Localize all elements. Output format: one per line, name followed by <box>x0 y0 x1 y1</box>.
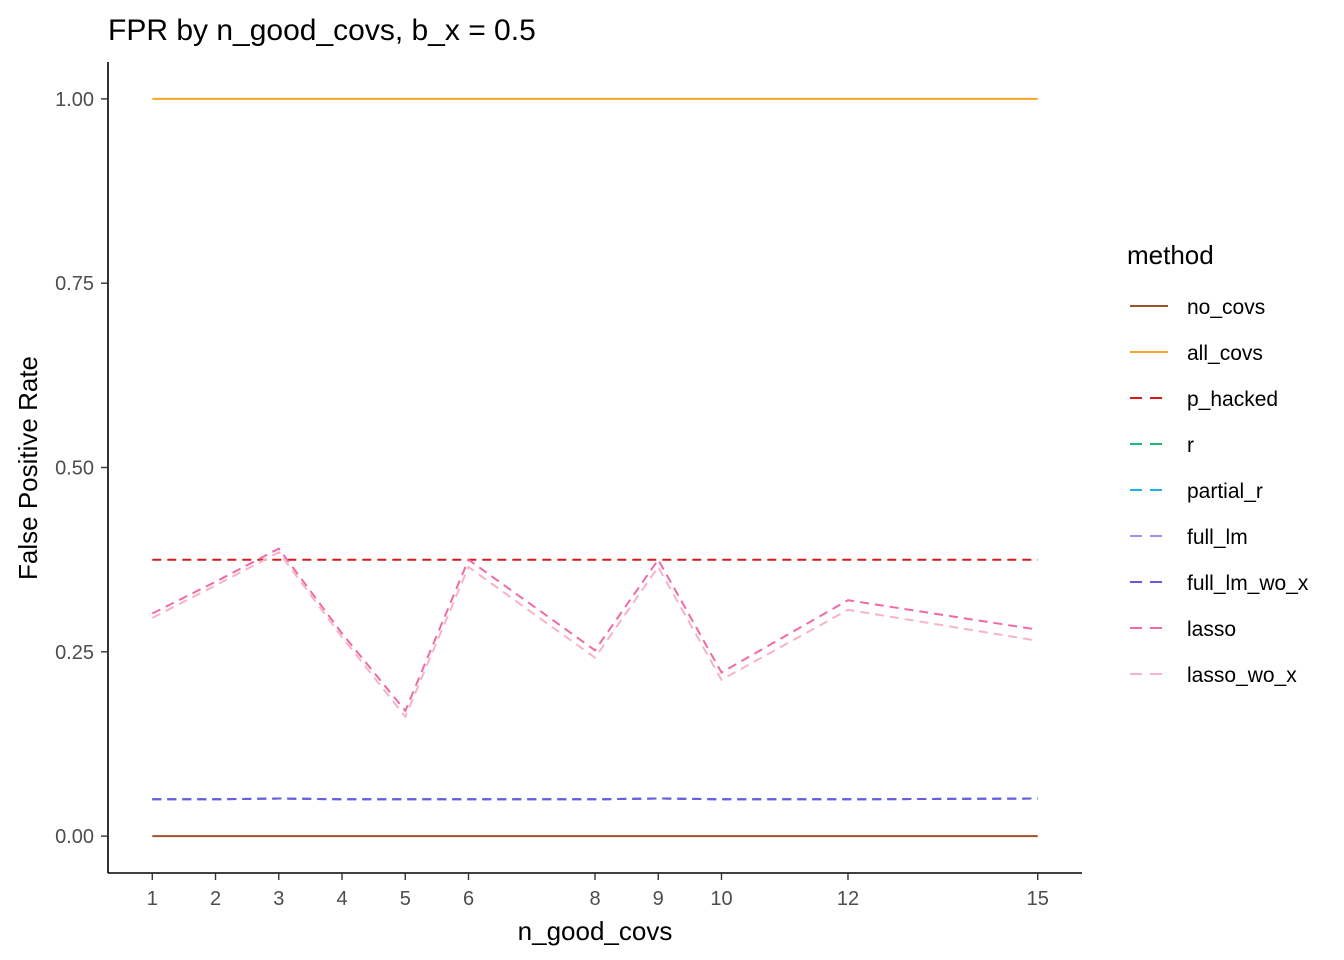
legend-label-no-covs: no_covs <box>1187 296 1265 319</box>
x-tick-label: 6 <box>463 888 474 910</box>
x-tick-label: 12 <box>837 888 859 910</box>
legend-label-lasso-wo-x: lasso_wo_x <box>1187 664 1297 687</box>
x-tick-label: 9 <box>653 888 664 910</box>
legend-label-all-covs: all_covs <box>1187 342 1263 365</box>
series-line-full-lm-wo-x <box>152 797 1038 801</box>
series-line-lasso <box>151 547 1038 713</box>
legend-label-full-lm: full_lm <box>1187 526 1248 549</box>
x-tick-label: 3 <box>273 888 284 910</box>
series-line-lasso-wo-x <box>151 551 1038 719</box>
x-tick-label: 8 <box>589 888 600 910</box>
legend-label-lasso: lasso <box>1187 618 1236 641</box>
y-tick-label: 0.25 <box>55 642 94 664</box>
y-tick-label: 0.00 <box>55 826 94 848</box>
y-tick-label: 0.50 <box>55 458 94 480</box>
x-tick-label: 5 <box>400 888 411 910</box>
x-tick-label: 10 <box>710 888 732 910</box>
x-tick-label: 1 <box>147 888 158 910</box>
x-tick-label: 15 <box>1027 888 1049 910</box>
legend-label-partial-r: partial_r <box>1187 480 1263 503</box>
legend-label-r: r <box>1187 434 1194 457</box>
legend-label-full-lm-wo-x: full_lm_wo_x <box>1187 572 1309 595</box>
y-tick-label: 1.00 <box>55 89 94 111</box>
y-axis-title: False Positive Rate <box>13 356 43 580</box>
legend-title: method <box>1127 240 1214 270</box>
x-tick-label: 4 <box>336 888 347 910</box>
x-axis-title: n_good_covs <box>518 916 673 946</box>
axis-ticks: 1 2 3 4 5 6 8 9 10 12 150.000.250.500.751.00 <box>55 89 1049 910</box>
legend-label-p-hacked: p_hacked <box>1187 388 1278 411</box>
chart-title: FPR by n_good_covs, b_x = 0.5 <box>108 14 536 47</box>
x-tick-label: 2 <box>210 888 221 910</box>
plot-area <box>151 97 1038 838</box>
y-tick-label: 0.75 <box>55 273 94 295</box>
